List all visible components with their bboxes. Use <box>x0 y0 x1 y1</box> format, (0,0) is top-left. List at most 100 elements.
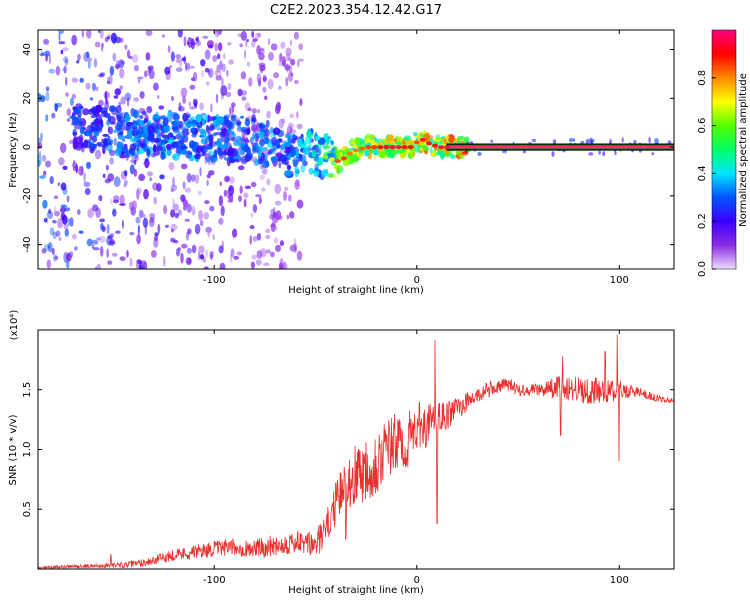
spectrogram-ridge-blob <box>396 148 404 154</box>
spectrogram-noise-blob <box>71 93 77 99</box>
spectrogram-noise-blob <box>256 233 262 241</box>
spectrogram-ridge-blob <box>191 133 197 138</box>
spectrogram-ridge-blob <box>181 149 187 155</box>
spectrogram-noise-blob <box>290 58 296 66</box>
spectrogram-noise-blob <box>93 58 98 68</box>
spectrogram-ridge-blob <box>211 115 217 121</box>
spectrogram-noise-blob <box>168 162 175 171</box>
spectrogram-noise-blob <box>78 166 84 176</box>
spectrogram-noise-blob <box>119 85 123 90</box>
spectrogram-noise-blob <box>182 181 186 190</box>
spectrogram-ridge-blob <box>429 147 433 153</box>
spectrogram-noise-blob <box>163 255 166 267</box>
spectrogram-ridge-blob <box>266 141 273 148</box>
spectrogram-ridge-blob <box>188 140 196 149</box>
spectrogram-noise-blob <box>65 92 69 97</box>
spectrogram-marks <box>38 30 674 269</box>
spectrogram-ridge-blob <box>240 146 245 150</box>
spectrogram-ticks: -100 0 100 -40 -20 0 20 40 <box>22 30 674 286</box>
spectrogram-noise-blob <box>204 67 210 73</box>
spectrogram-noise-blob <box>145 30 153 37</box>
spectrogram-noise-blob <box>64 228 70 237</box>
spectrogram-noise-blob <box>194 174 200 184</box>
spectrogram-noise-blob <box>99 235 106 243</box>
spectrogram-noise-blob <box>104 90 108 102</box>
spectrogram-noise-blob <box>163 205 168 215</box>
spectrogram-frame <box>37 29 675 270</box>
spectrogram-ridge-blob <box>318 156 324 166</box>
spectrogram-noise-blob <box>273 237 279 244</box>
spectrogram-noise-blob <box>153 235 159 242</box>
spectrogram-noise-blob <box>248 77 253 87</box>
spectrogram-hot-spot <box>419 137 426 142</box>
spectrogram-ridge-blob <box>287 153 292 160</box>
spectrogram-hot-spot <box>425 141 432 146</box>
spectrogram-noise-blob <box>270 208 275 216</box>
spectrogram-noise-blob <box>296 123 303 130</box>
spectrogram-noise-blob <box>199 253 205 260</box>
spectrogram-x-tick-label: 100 <box>610 275 629 286</box>
colorbar-tick-label: 0.8 <box>697 70 708 86</box>
spectrogram-noise-blob <box>95 86 99 92</box>
spectrogram-ridge-blob <box>272 127 281 135</box>
spectrogram-ridge-blob <box>108 149 113 154</box>
spectrogram-noise-blob <box>183 205 187 211</box>
spectrogram-ridge-blob <box>308 142 312 149</box>
spectrogram-ridge-blob <box>258 150 262 158</box>
spectrogram-noise-blob <box>49 176 54 185</box>
spectrogram-noise-blob <box>226 69 229 77</box>
spectrogram-noise-blob <box>296 250 303 261</box>
spectrogram-noise-blob <box>223 53 226 60</box>
spectrogram-hot-spot <box>389 145 396 150</box>
spectrogram-noise-blob <box>294 79 299 85</box>
spectrogram-noise-blob <box>180 244 188 249</box>
spectrogram-noise-blob <box>113 176 121 188</box>
spectrogram-noise-blob <box>237 33 242 37</box>
spectrogram-noise-blob <box>136 259 142 264</box>
spectrogram-noise-blob <box>238 195 242 202</box>
spectrogram-noise-blob <box>252 204 258 213</box>
spectrogram-ridge-blob <box>182 121 187 125</box>
spectrogram-ridge-blob <box>190 127 196 133</box>
spectrogram-ridge-blob <box>444 134 450 141</box>
spectrogram-ridge-blob <box>261 128 270 133</box>
snr-multiplier: (x10⁴) <box>9 310 20 341</box>
spectrogram-ridge-blob <box>271 136 278 146</box>
spectrogram-ridge-blob <box>294 166 299 172</box>
spectrogram-noise-blob <box>184 187 192 193</box>
spectrogram-noise-blob <box>239 43 243 48</box>
spectrogram-noise-blob <box>54 103 58 112</box>
spectrogram-noise-blob <box>107 260 113 265</box>
spectrogram-ridge-blob <box>286 164 292 171</box>
spectrogram-noise-blob <box>199 219 204 227</box>
spectrogram-noise-blob <box>58 32 61 42</box>
spectrogram-ridge-blob <box>240 115 244 119</box>
spectrogram-y-tick-label: -40 <box>22 236 33 252</box>
spectrogram-noise-blob <box>183 36 187 47</box>
spectrogram-noise-blob <box>99 218 105 223</box>
spectrogram-noise-blob <box>49 227 55 236</box>
colorbar-bar <box>711 29 737 270</box>
spectrogram-noise-blob <box>262 76 267 82</box>
spectrogram-noise-blob <box>280 41 286 49</box>
spectrogram-ridge-blob <box>70 115 77 120</box>
spectrogram-noise-blob <box>159 174 165 180</box>
spectrogram-noise-blob <box>227 42 232 46</box>
spectrogram-ridge-blob <box>116 114 122 122</box>
spectrogram-ridge-blob <box>227 147 235 156</box>
spectrogram-noise-blob <box>43 170 47 176</box>
spectrogram-noise-blob <box>121 219 124 229</box>
spectrogram-ridge-blob <box>185 150 193 159</box>
snr-x-tick-label: 0 <box>414 575 420 586</box>
spectrogram-ridge-blob <box>83 139 89 149</box>
snr-plot-area <box>38 330 674 569</box>
spectrogram-ridge-blob <box>92 108 98 117</box>
spectrogram-noise-blob <box>38 159 41 168</box>
spectrogram-noise-blob <box>43 218 48 223</box>
spectrogram-noise-blob <box>91 82 97 92</box>
spectrogram-ridge-blob <box>419 140 426 145</box>
spectrogram-ridge-blob <box>422 147 429 151</box>
spectrogram-noise-blob <box>186 203 192 213</box>
spectrogram-noise-blob <box>153 196 157 205</box>
spectrogram-noise-blob <box>180 194 186 203</box>
